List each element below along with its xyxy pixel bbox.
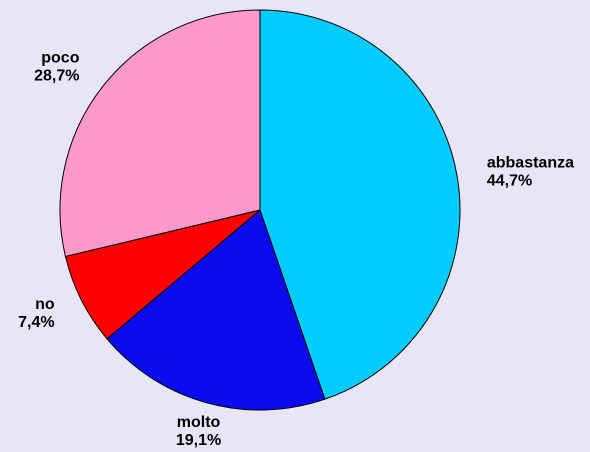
- slice-label: poco: [41, 50, 79, 67]
- slice-label: abbastanza: [487, 154, 574, 171]
- slice-label: molto: [177, 414, 221, 431]
- slice-label: no: [35, 296, 55, 313]
- pie-slice: [59, 9, 261, 258]
- slice-value-label: 28,7%: [34, 68, 79, 85]
- slice-value-label: 7,4%: [18, 314, 54, 331]
- slice-value-label: 44,7%: [487, 172, 532, 189]
- slice-value-label: 19,1%: [176, 432, 221, 449]
- pie-slice: [259, 9, 461, 400]
- pie-slice: [106, 209, 326, 411]
